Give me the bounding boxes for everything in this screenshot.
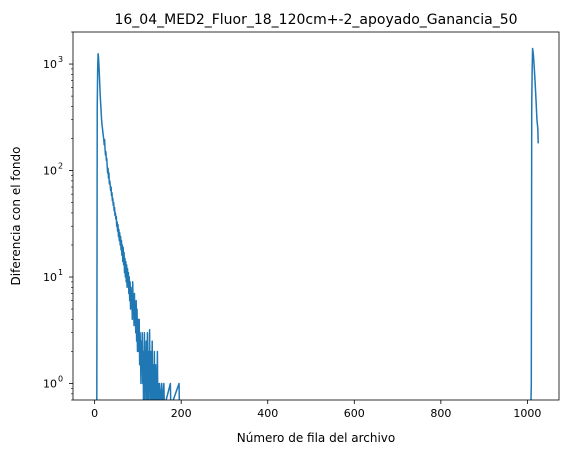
chart-title: 16_04_MED2_Fluor_18_120cm+-2_apoyado_Gan… [114, 12, 517, 28]
plot-area [96, 47, 539, 400]
x-axis: 0 200 400 600 800 1000 [91, 400, 541, 420]
y-tick-label: 10 [43, 378, 57, 391]
y-tick-exponent: 0 [58, 375, 63, 384]
axes-frame [72, 31, 560, 401]
y-tick-label: 10 [43, 271, 57, 284]
x-tick-label: 400 [257, 407, 278, 420]
x-axis-label: Número de fila del archivo [237, 431, 396, 445]
y-axis-label: Diferencia con el fondo [9, 147, 23, 286]
y-tick-exponent: 1 [58, 268, 63, 277]
x-tick-label: 600 [344, 407, 365, 420]
x-tick-label: 1000 [513, 407, 541, 420]
x-tick-label: 200 [171, 407, 192, 420]
y-tick-label: 10 [43, 58, 57, 71]
series-line-0 [96, 47, 539, 400]
x-tick-label: 0 [91, 407, 98, 420]
y-tick-exponent: 3 [58, 55, 63, 64]
x-tick-label: 800 [430, 407, 451, 420]
y-tick-label: 10 [43, 165, 57, 178]
y-tick-exponent: 2 [58, 162, 63, 171]
